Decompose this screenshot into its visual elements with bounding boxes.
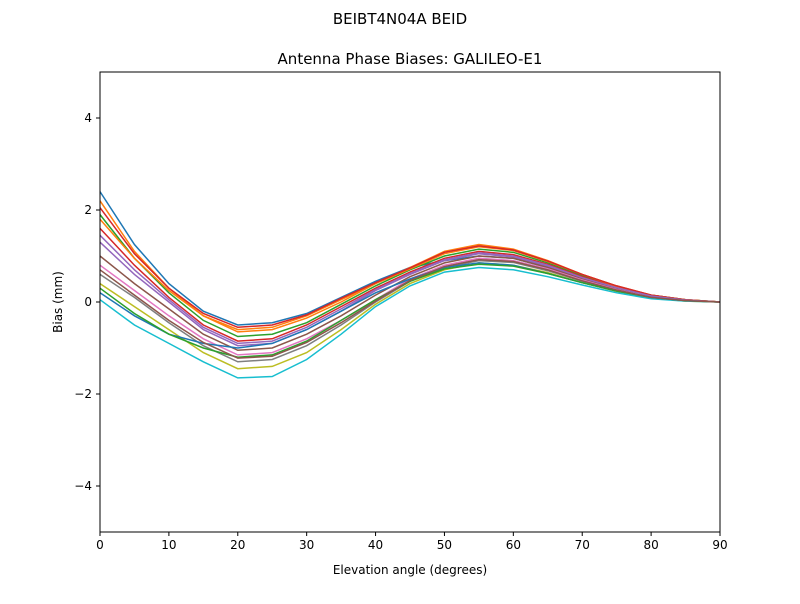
chart-title: Antenna Phase Biases: GALILEO-E1 — [278, 50, 543, 68]
y-axis-label: Bias (mm) — [51, 271, 65, 333]
y-tick-label: −2 — [74, 387, 92, 401]
series-line-s4 — [99, 227, 721, 342]
y-tick-label: 2 — [84, 203, 92, 217]
x-tick-label: 0 — [96, 538, 104, 552]
y-tick-label: −4 — [74, 479, 92, 493]
x-tick-label: 10 — [161, 538, 176, 552]
x-tick-label: 90 — [712, 538, 727, 552]
x-tick-label: 50 — [437, 538, 452, 552]
y-tick-label: 4 — [84, 111, 92, 125]
series-line-s10 — [99, 266, 721, 379]
suptitle: BEIBT4N04A BEID — [333, 10, 467, 28]
series-line-s2 — [99, 200, 721, 331]
x-tick-label: 40 — [368, 538, 383, 552]
series-line-s13 — [99, 263, 721, 358]
x-tick-label: 70 — [575, 538, 590, 552]
x-tick-label: 60 — [506, 538, 521, 552]
y-tick-label: 0 — [84, 295, 92, 309]
series-lines — [99, 191, 721, 379]
series-line-s16 — [99, 258, 721, 359]
y-axis-ticks: −4 −2 0 2 4 — [74, 111, 100, 493]
x-axis-label: Elevation angle (degrees) — [333, 563, 487, 577]
x-axis-ticks: 0 10 20 30 40 50 60 70 80 90 — [96, 532, 728, 552]
x-tick-label: 30 — [299, 538, 314, 552]
series-line-s12 — [99, 218, 721, 333]
series-line-s15 — [99, 234, 721, 345]
series-line-s14 — [99, 207, 721, 329]
x-tick-label: 80 — [643, 538, 658, 552]
x-tick-label: 20 — [230, 538, 245, 552]
